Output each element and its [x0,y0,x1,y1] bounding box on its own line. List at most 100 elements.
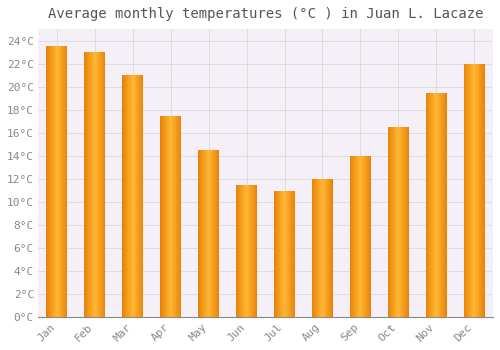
Bar [362,156,363,317]
Bar [328,179,330,317]
Bar [357,156,358,317]
Bar [256,185,257,317]
Bar [288,191,290,317]
Bar [394,127,395,317]
Bar [325,179,326,317]
Bar [161,116,162,317]
Bar [370,156,371,317]
Bar [481,64,482,317]
Bar [388,127,389,317]
Bar [243,185,244,317]
Bar [444,92,445,317]
Bar [350,156,352,317]
Bar [430,92,432,317]
Bar [164,116,165,317]
Bar [482,64,483,317]
Bar [236,185,237,317]
Bar [248,185,250,317]
Bar [399,127,400,317]
Bar [277,191,278,317]
Bar [398,127,399,317]
Bar [390,127,392,317]
Bar [201,150,202,317]
Bar [406,127,408,317]
Bar [134,75,135,317]
Bar [91,52,92,317]
Bar [292,191,293,317]
Bar [54,46,55,317]
Bar [198,150,199,317]
Bar [245,185,246,317]
Bar [472,64,474,317]
Bar [246,185,248,317]
Bar [322,179,323,317]
Bar [88,52,90,317]
Bar [53,46,54,317]
Bar [208,150,210,317]
Bar [319,179,320,317]
Bar [237,185,238,317]
Bar [55,46,56,317]
Bar [160,116,161,317]
Bar [124,75,125,317]
Bar [173,116,174,317]
Bar [178,116,179,317]
Bar [100,52,101,317]
Bar [361,156,362,317]
Bar [204,150,205,317]
Bar [142,75,144,317]
Bar [356,156,357,317]
Bar [276,191,277,317]
Bar [179,116,180,317]
Bar [216,150,217,317]
Bar [320,179,321,317]
Bar [432,92,434,317]
Bar [162,116,163,317]
Bar [279,191,280,317]
Bar [122,75,123,317]
Bar [128,75,130,317]
Bar [132,75,133,317]
Bar [126,75,128,317]
Bar [474,64,475,317]
Bar [445,92,446,317]
Bar [85,52,86,317]
Bar [365,156,366,317]
Bar [56,46,57,317]
Bar [437,92,438,317]
Bar [215,150,216,317]
Bar [469,64,470,317]
Bar [92,52,93,317]
Bar [281,191,282,317]
Bar [90,52,91,317]
Bar [428,92,429,317]
Bar [123,75,124,317]
Bar [283,191,284,317]
Bar [202,150,203,317]
Bar [255,185,256,317]
Bar [364,156,365,317]
Bar [84,52,85,317]
Bar [101,52,102,317]
Bar [282,191,283,317]
Bar [360,156,361,317]
Bar [483,64,484,317]
Bar [137,75,138,317]
Bar [465,64,466,317]
Bar [403,127,404,317]
Bar [464,64,465,317]
Bar [476,64,477,317]
Bar [395,127,396,317]
Bar [95,52,96,317]
Bar [131,75,132,317]
Bar [205,150,206,317]
Bar [166,116,168,317]
Bar [475,64,476,317]
Bar [239,185,240,317]
Bar [211,150,212,317]
Bar [51,46,52,317]
Bar [352,156,354,317]
Bar [467,64,468,317]
Bar [443,92,444,317]
Bar [274,191,275,317]
